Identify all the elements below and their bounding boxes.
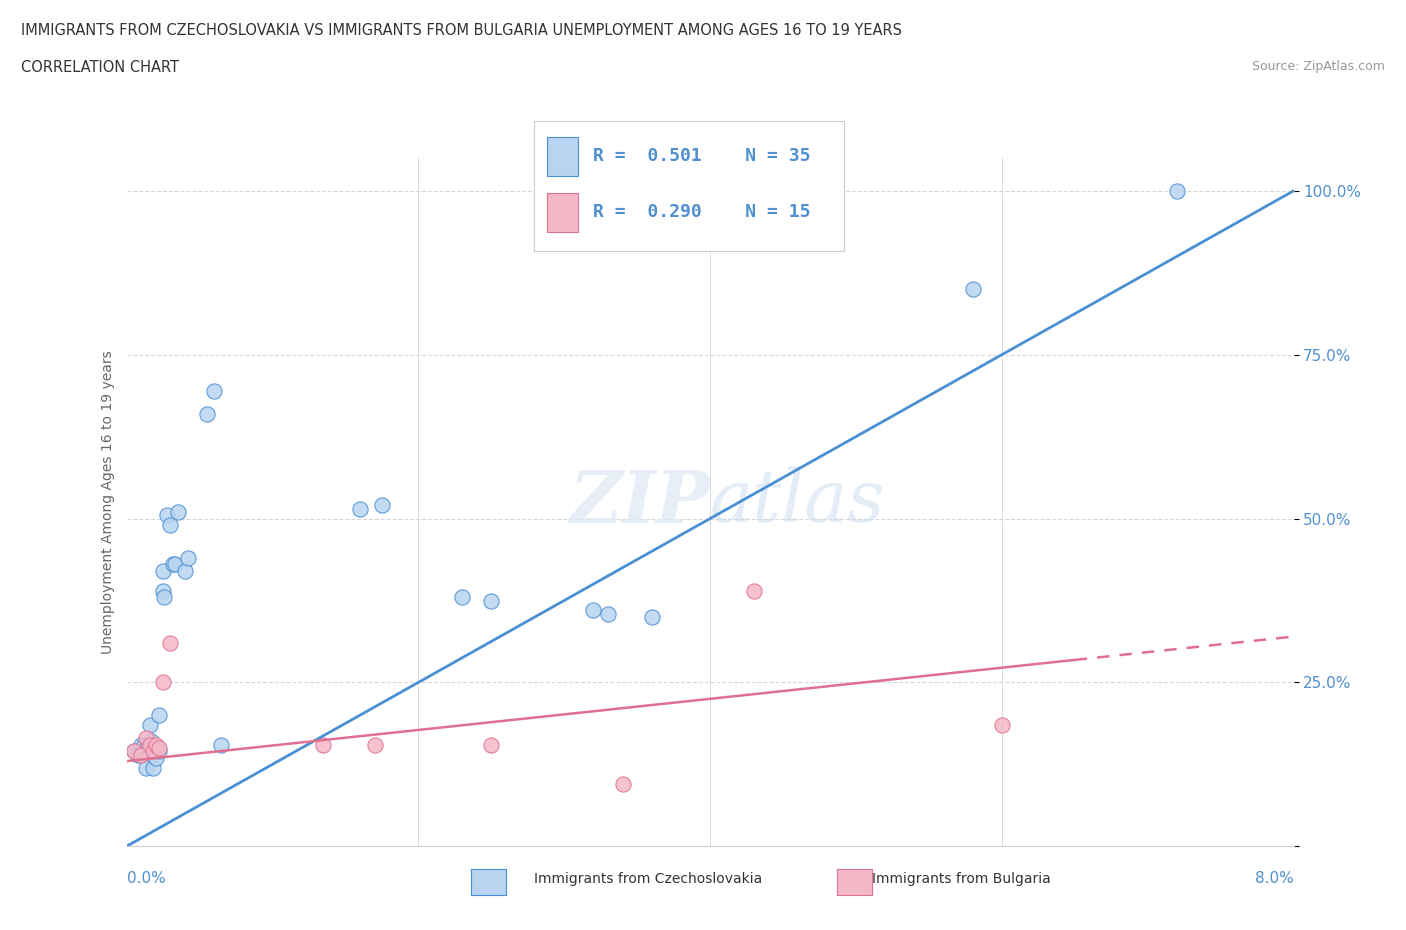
Point [742, 583, 765, 598]
Point [962, 282, 984, 297]
FancyBboxPatch shape [547, 137, 578, 176]
Point [145, 737, 167, 752]
Point [363, 737, 385, 752]
Point [129, 747, 152, 762]
Point [159, 518, 181, 533]
Point [134, 731, 156, 746]
Text: Immigrants from Bulgaria: Immigrants from Bulgaria [872, 871, 1050, 886]
Point [451, 590, 474, 604]
Point [177, 551, 200, 565]
Point [152, 583, 174, 598]
Point [202, 383, 225, 398]
Point [166, 505, 188, 520]
Point [129, 747, 152, 762]
Point [141, 734, 163, 749]
Point [142, 760, 165, 775]
Text: atlas: atlas [710, 467, 886, 538]
Point [142, 744, 165, 759]
Point [209, 737, 232, 752]
Point [148, 708, 170, 723]
Point [990, 718, 1012, 733]
Point [174, 564, 197, 578]
Point [612, 777, 634, 791]
Point [195, 406, 218, 421]
Point [129, 737, 152, 752]
Point [312, 737, 335, 752]
Point [640, 609, 664, 624]
Text: R =  0.501    N = 35: R = 0.501 N = 35 [593, 147, 810, 165]
Point [138, 737, 160, 752]
Point [122, 744, 145, 759]
Text: R =  0.290    N = 15: R = 0.290 N = 15 [593, 203, 810, 221]
Point [132, 737, 155, 752]
Point [122, 744, 145, 759]
Point [153, 590, 176, 604]
Point [582, 603, 605, 618]
Point [479, 593, 502, 608]
Point [145, 751, 167, 765]
Point [139, 737, 162, 752]
Point [162, 557, 184, 572]
Text: 8.0%: 8.0% [1254, 871, 1294, 886]
Point [163, 557, 186, 572]
Point [134, 760, 156, 775]
Point [148, 744, 170, 759]
Text: CORRELATION CHART: CORRELATION CHART [21, 60, 179, 75]
Point [479, 737, 502, 752]
Text: Immigrants from Czechoslovakia: Immigrants from Czechoslovakia [534, 871, 762, 886]
Point [159, 636, 181, 651]
Point [596, 606, 619, 621]
Point [371, 498, 394, 513]
FancyBboxPatch shape [547, 193, 578, 232]
Point [127, 747, 149, 762]
Point [156, 508, 179, 523]
Point [152, 675, 174, 690]
Point [152, 564, 174, 578]
Text: ZIP: ZIP [569, 467, 710, 538]
Point [148, 740, 170, 755]
Point [1166, 183, 1188, 198]
Text: 0.0%: 0.0% [127, 871, 166, 886]
Text: IMMIGRANTS FROM CZECHOSLOVAKIA VS IMMIGRANTS FROM BULGARIA UNEMPLOYMENT AMONG AG: IMMIGRANTS FROM CZECHOSLOVAKIA VS IMMIGR… [21, 23, 903, 38]
Point [139, 718, 162, 733]
Text: Source: ZipAtlas.com: Source: ZipAtlas.com [1251, 60, 1385, 73]
Y-axis label: Unemployment Among Ages 16 to 19 years: Unemployment Among Ages 16 to 19 years [101, 351, 115, 654]
Point [349, 501, 371, 516]
